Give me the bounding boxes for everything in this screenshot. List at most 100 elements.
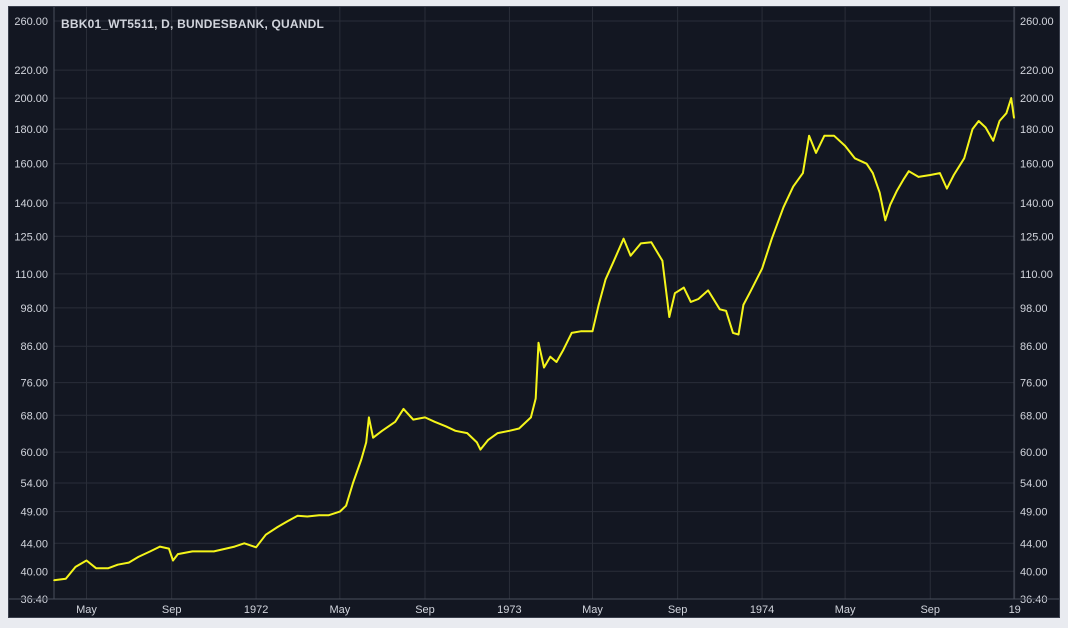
y-tick-label-left: 36.40: [20, 594, 48, 606]
data-point: [889, 204, 891, 206]
data-point: [872, 172, 874, 174]
series-layer: [53, 97, 1015, 582]
data-point: [433, 421, 436, 423]
y-tick-label-right: 49.00: [1020, 507, 1048, 519]
y-tick-label-right: 160.00: [1020, 159, 1054, 171]
y-tick-label-right: 180.00: [1020, 124, 1054, 136]
data-point: [276, 526, 279, 528]
x-tick-label: 1972: [244, 604, 268, 616]
data-point: [445, 425, 447, 428]
data-point: [896, 189, 898, 192]
data-point: [854, 157, 856, 160]
data-point: [328, 514, 330, 516]
data-point: [345, 504, 347, 507]
data-point: [650, 241, 653, 243]
data-point: [368, 416, 370, 419]
y-tick-label-right: 220.00: [1020, 65, 1054, 77]
data-point: [85, 559, 88, 562]
y-tick-label-right: 76.00: [1020, 378, 1048, 390]
data-point: [971, 128, 974, 130]
y-tick-label-left: 110.00: [15, 269, 48, 281]
data-point: [243, 542, 246, 545]
data-point: [833, 134, 835, 137]
data-point: [95, 567, 97, 570]
data-point: [742, 304, 745, 306]
data-point: [177, 553, 179, 555]
data-point: [719, 308, 721, 311]
y-tick-label-right: 40.00: [1020, 566, 1048, 578]
data-point: [917, 176, 920, 178]
data-point: [476, 441, 478, 444]
data-point: [690, 301, 692, 303]
data-point: [65, 577, 67, 580]
x-tick-label: 19: [1009, 604, 1021, 616]
data-point: [732, 332, 734, 334]
data-point: [946, 187, 948, 190]
y-tick-label-left: 44.00: [20, 538, 48, 550]
data-point: [908, 170, 910, 172]
data-point: [213, 550, 215, 553]
y-tick-label-left: 76.00: [20, 378, 48, 390]
y-tick-label-left: 160.00: [14, 159, 48, 171]
data-point: [168, 547, 170, 550]
data-point: [725, 310, 727, 312]
y-tick-label-right: 36.40: [1020, 594, 1048, 606]
y-tick-label-left: 98.00: [20, 303, 48, 315]
data-point: [697, 298, 700, 300]
y-tick-label-left: 200.00: [14, 93, 48, 105]
data-point: [365, 441, 368, 444]
data-point: [939, 172, 941, 174]
y-tick-label-left: 140.00: [14, 198, 48, 210]
y-tick-label-left: 54.00: [20, 478, 48, 490]
data-point: [737, 333, 740, 336]
data-point: [479, 448, 482, 451]
data-point: [629, 254, 632, 257]
data-point: [286, 520, 289, 523]
data-point: [172, 559, 174, 562]
y-tick-label-right: 200.00: [1020, 93, 1054, 105]
data-point: [562, 348, 565, 351]
data-point: [580, 330, 583, 333]
data-point: [884, 219, 887, 222]
data-point: [372, 436, 374, 439]
y-tick-label-left: 40.00: [20, 566, 48, 578]
data-point: [570, 332, 573, 334]
y-axis-left: 36.40 40.00 44.00 49.00 54.00 60.00 68.00 76.00…: [14, 7, 55, 606]
data-point: [534, 397, 537, 400]
data-point: [903, 178, 905, 180]
y-tick-label-right: 110.00: [1020, 269, 1053, 281]
data-point: [597, 304, 600, 306]
data-point: [1005, 112, 1008, 114]
data-point: [604, 278, 607, 281]
data-point: [508, 430, 511, 432]
data-point: [518, 427, 520, 430]
data-point: [402, 408, 405, 410]
data-point: [296, 515, 299, 517]
y-tick-label-right: 54.00: [1020, 478, 1048, 490]
grid: [54, 7, 1016, 600]
data-point: [233, 545, 236, 548]
data-point: [116, 563, 119, 566]
y-tick-label-left: 180.00: [14, 124, 48, 136]
data-point: [381, 430, 383, 432]
data-point: [306, 515, 309, 518]
x-tick-label: Sep: [668, 604, 688, 616]
x-tick-label: 1973: [497, 604, 521, 616]
data-point: [191, 550, 194, 553]
y-tick-label-left: 68.00: [20, 410, 48, 422]
y-tick-label-left: 60.00: [20, 447, 48, 459]
y-tick-label-right: 44.00: [1020, 538, 1048, 550]
data-point: [466, 432, 469, 434]
chart-title: BBK01_WT5511, D, BUNDESBANK, QUANDL: [61, 17, 325, 31]
data-point: [878, 191, 881, 194]
data-point: [823, 134, 826, 137]
data-point: [844, 145, 846, 147]
data-point: [761, 267, 763, 270]
y-tick-label-right: 86.00: [1020, 341, 1048, 353]
price-chart[interactable]: 36.40 40.00 44.00 49.00 54.00 60.00 68.00 76.00…: [9, 7, 1059, 617]
data-point: [792, 185, 794, 188]
y-tick-label-right: 260.00: [1020, 16, 1054, 28]
data-point: [159, 545, 161, 548]
y-axis-right: 36.40 40.00 44.00 49.00 54.00 60.00 68.00 76.00…: [1013, 7, 1054, 606]
data-point: [998, 120, 1001, 122]
